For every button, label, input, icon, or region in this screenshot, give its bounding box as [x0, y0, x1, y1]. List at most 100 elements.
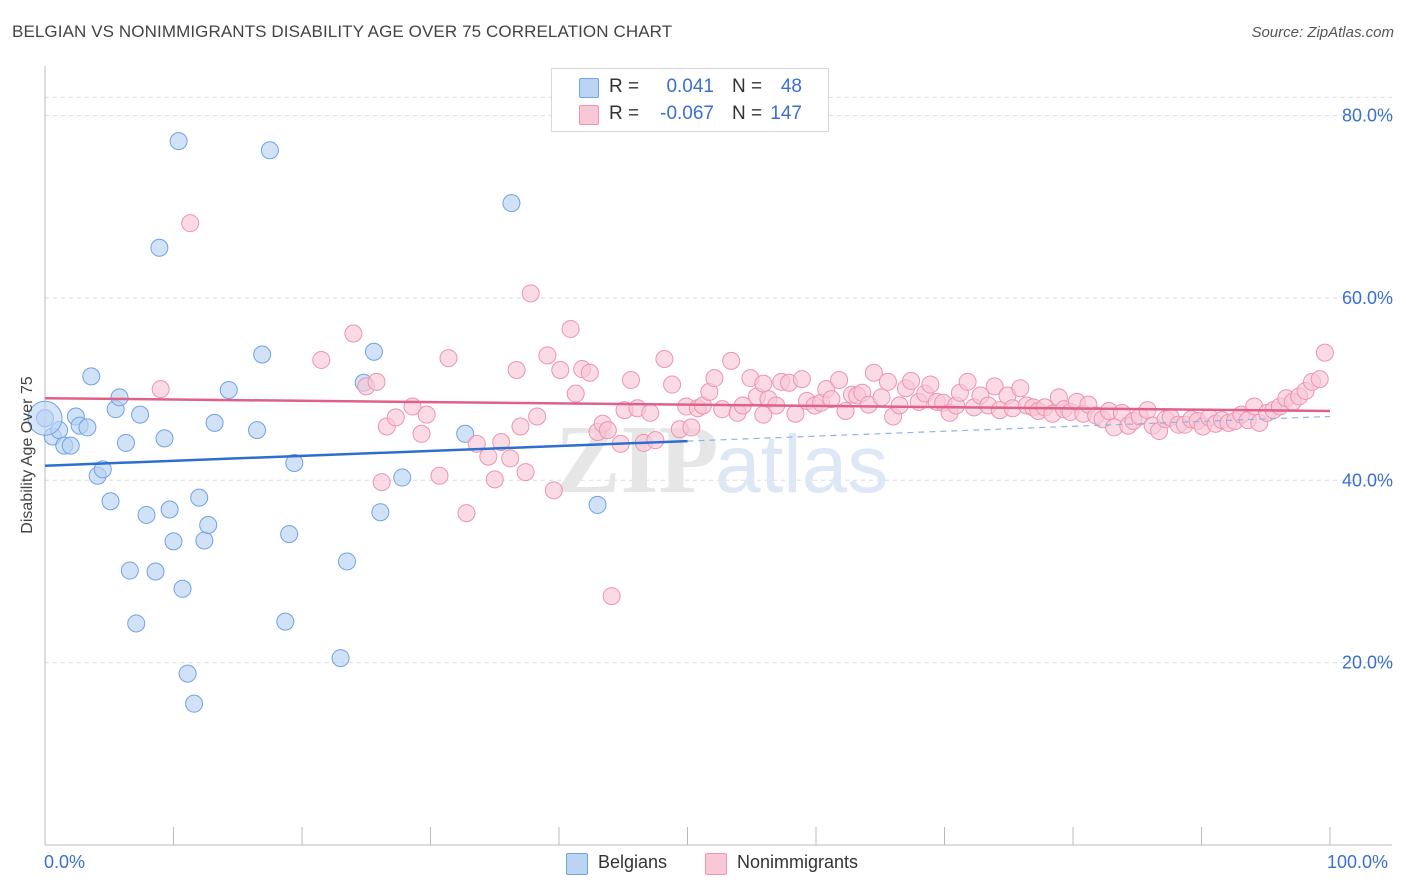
legend-swatch-belgians — [566, 853, 588, 875]
y-tick-label: 80.0% — [1342, 106, 1393, 126]
point-nonimmigrants — [655, 350, 674, 369]
point-nonimmigrants — [439, 349, 458, 368]
point-nonimmigrants — [511, 417, 530, 436]
point-belgians — [205, 413, 224, 432]
x-tick-label-right: 100.0% — [1327, 852, 1389, 872]
stats-n-value: 48 — [780, 76, 802, 97]
legend-swatch-nonimmigrants — [705, 853, 727, 875]
x-tick-label-left: 0.0% — [44, 852, 86, 872]
trend-lines — [44, 396, 1331, 467]
point-belgians — [169, 132, 188, 151]
point-nonimmigrants — [492, 433, 511, 451]
point-nonimmigrants — [417, 405, 436, 424]
point-nonimmigrants — [386, 408, 405, 427]
point-nonimmigrants — [878, 372, 897, 391]
point-belgians — [185, 694, 204, 713]
point-nonimmigrants — [528, 407, 547, 426]
point-belgians — [331, 649, 350, 668]
stats-n-value: 147 — [770, 103, 802, 124]
source-label: Source: ZipAtlas.com — [1251, 24, 1394, 41]
point-nonimmigrants — [754, 405, 773, 424]
y-tick-label: 20.0% — [1342, 653, 1393, 673]
points — [27, 132, 1334, 713]
point-nonimmigrants — [754, 374, 773, 393]
stats-n-label: N = — [732, 103, 763, 124]
legend-label-belgians: Belgians — [598, 852, 668, 872]
point-nonimmigrants — [544, 481, 563, 500]
point-belgians — [82, 367, 101, 386]
point-belgians — [110, 388, 129, 407]
point-belgians — [276, 612, 295, 631]
point-belgians — [253, 345, 272, 364]
axes — [44, 66, 1392, 846]
point-belgians — [120, 561, 139, 580]
point-nonimmigrants — [151, 380, 170, 399]
point-belgians — [364, 342, 383, 361]
point-nonimmigrants — [830, 371, 849, 389]
point-nonimmigrants — [1315, 343, 1334, 362]
point-belgians — [160, 500, 179, 519]
watermark-atlas: atlas — [715, 419, 888, 510]
y-axis-label: Disability Age Over 75 — [19, 376, 36, 534]
y-tick-labels: 20.0% 40.0% 60.0% 80.0% — [1342, 106, 1393, 673]
point-nonimmigrants — [372, 473, 391, 492]
point-belgians — [588, 495, 607, 514]
point-nonimmigrants — [864, 363, 883, 382]
stats-n-label: N = — [732, 76, 763, 97]
point-nonimmigrants — [501, 449, 520, 468]
point-belgians — [27, 400, 63, 436]
point-nonimmigrants — [902, 371, 921, 390]
point-belgians — [219, 381, 238, 400]
stats-r-label: R = — [609, 103, 640, 124]
point-nonimmigrants — [551, 360, 570, 379]
point-belgians — [178, 664, 197, 683]
stats-r-value: -0.067 — [660, 103, 714, 124]
point-nonimmigrants — [663, 375, 682, 394]
point-belgians — [164, 532, 183, 551]
point-nonimmigrants — [344, 324, 363, 343]
legend-label-nonimmigrants: Nonimmigrants — [737, 852, 859, 872]
point-belgians — [393, 468, 412, 487]
trend-line-nonimmigrants — [44, 396, 1331, 413]
point-belgians — [280, 525, 299, 544]
point-nonimmigrants — [621, 371, 640, 389]
point-belgians — [195, 531, 214, 550]
stats-box: R = 0.041 N = 48 R = -0.067 N = 147 — [551, 68, 829, 132]
point-belgians — [456, 424, 475, 443]
point-nonimmigrants — [457, 504, 476, 523]
y-tick-label: 60.0% — [1342, 288, 1393, 308]
point-nonimmigrants — [566, 384, 585, 403]
point-nonimmigrants — [1310, 370, 1329, 389]
stats-swatch-belgians — [579, 78, 599, 98]
point-belgians — [155, 429, 174, 448]
point-nonimmigrants — [985, 377, 1004, 396]
point-belgians — [101, 492, 120, 511]
point-belgians — [371, 503, 390, 522]
point-nonimmigrants — [561, 319, 580, 338]
point-nonimmigrants — [479, 447, 498, 466]
point-nonimmigrants — [722, 351, 741, 370]
point-nonimmigrants — [430, 466, 449, 485]
point-belgians — [127, 614, 146, 633]
stats-r-value: 0.041 — [666, 76, 714, 97]
point-belgians — [260, 141, 279, 160]
watermark: ZIP atlas — [555, 406, 888, 514]
chart-title: BELGIAN VS NONIMMIGRANTS DISABILITY AGE … — [12, 22, 673, 41]
stats-r-label: R = — [609, 76, 640, 97]
y-tick-label: 40.0% — [1342, 470, 1393, 490]
trend-line-belgians — [44, 439, 688, 467]
point-nonimmigrants — [872, 388, 891, 407]
point-belgians — [248, 421, 267, 440]
point-nonimmigrants — [1011, 379, 1030, 398]
point-belgians — [61, 436, 80, 455]
point-belgians — [78, 418, 97, 437]
point-belgians — [116, 433, 135, 452]
point-nonimmigrants — [538, 346, 557, 365]
point-nonimmigrants — [822, 390, 841, 409]
point-nonimmigrants — [516, 463, 535, 482]
point-nonimmigrants — [181, 214, 200, 233]
point-belgians — [150, 238, 169, 257]
point-nonimmigrants — [367, 372, 386, 391]
point-nonimmigrants — [713, 400, 732, 419]
